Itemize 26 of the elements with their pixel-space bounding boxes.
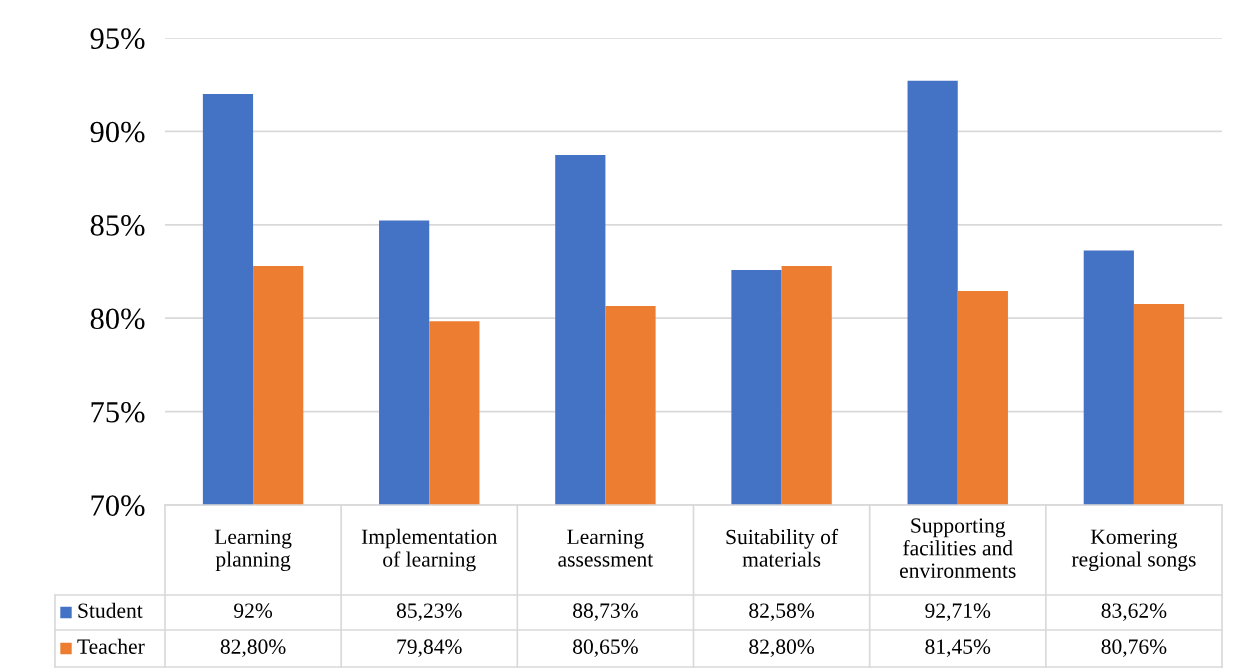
y-tick-label: 95%: [90, 28, 145, 49]
y-tick-label: 80%: [90, 308, 145, 330]
data-label: 92%: [234, 603, 273, 618]
x-tick-label: Supporting facilities and environments: [900, 518, 1016, 578]
y-tick-label: 75%: [91, 401, 145, 423]
data-label: 92,71%: [925, 603, 991, 621]
x-tick-label: Learning planning: [214, 529, 292, 572]
x-tick-label: Learning assessment: [558, 529, 654, 567]
data-label: 83,62%: [1101, 603, 1167, 621]
data-label: 80,65%: [573, 639, 638, 657]
x-tick-label: Suitability of materials: [726, 528, 839, 567]
data-label: 80,76%: [1101, 639, 1167, 657]
data-label: 79,84%: [397, 639, 462, 657]
data-label: 82,58%: [749, 603, 815, 621]
data-label: 82,80%: [749, 639, 815, 657]
data-label: 88,73%: [573, 603, 638, 621]
data-label: 82,80%: [220, 639, 286, 657]
legend-label: Student: [78, 602, 143, 618]
x-tick-label: Komering regional songs: [1071, 529, 1196, 572]
data-label: 85,23%: [396, 603, 462, 621]
legend-label: Teacher: [77, 638, 145, 654]
data-label: 81,45%: [925, 639, 991, 657]
y-tick-label: 90%: [90, 121, 145, 143]
y-tick-label: 70%: [91, 495, 145, 516]
y-tick-label: 85%: [90, 215, 145, 236]
x-tick-label: Implementation of learning: [361, 528, 498, 572]
